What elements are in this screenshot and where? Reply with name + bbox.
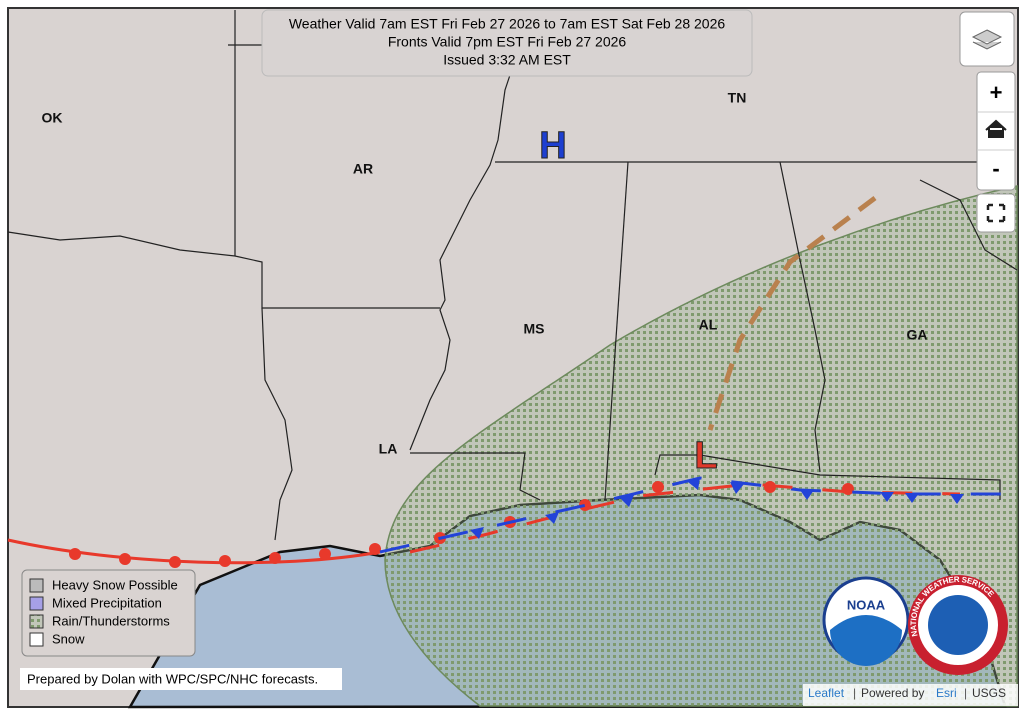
legend-label: Mixed Precipitation [52, 595, 162, 610]
zoom-out[interactable]: - [992, 156, 999, 181]
rain-area [384, 185, 1018, 707]
attribution: Leaflet | Powered by Esri | USGS [808, 686, 1006, 700]
state-label: LA [379, 441, 398, 457]
legend-label: Rain/Thunderstorms [52, 613, 170, 628]
legend-swatch [29, 596, 44, 611]
state-label: TN [728, 90, 747, 106]
state-label: GA [907, 327, 928, 343]
legend-swatch [29, 632, 44, 647]
pressure-center: H [539, 125, 566, 167]
header-line: Issued 3:32 AM EST [443, 52, 571, 68]
home-button[interactable] [985, 119, 1007, 138]
attribution-box [803, 684, 1018, 706]
layers-icon [971, 29, 1003, 50]
noaa-wave [830, 615, 902, 666]
legend [21, 569, 196, 657]
attr-usgs: USGS [972, 686, 1006, 700]
header-line: Fronts Valid 7pm EST Fri Feb 27 2026 [388, 34, 627, 50]
state-label: AR [353, 161, 373, 177]
nws-center [928, 595, 988, 655]
attr-esri[interactable]: Esri [936, 686, 957, 700]
attr-leaflet[interactable]: Leaflet [808, 686, 845, 700]
credit: Prepared by Dolan with WPC/SPC/NHC forec… [27, 671, 318, 686]
attr-text: Powered by [861, 686, 924, 700]
credit-box [20, 668, 342, 690]
warm-front [7, 538, 381, 565]
noaa-text: NOAA [847, 597, 886, 612]
header-line: Weather Valid 7am EST Fri Feb 27 2026 to… [289, 16, 726, 32]
pressure-center: L [694, 435, 717, 477]
fullscreen-button[interactable] [976, 193, 1016, 233]
stationary-front [379, 476, 1017, 554]
zoom-in[interactable]: + [990, 80, 1003, 105]
state-label: AL [699, 317, 718, 333]
labels: OK AR TN MS AL GA LA H L [42, 90, 928, 478]
legend-swatch [29, 614, 44, 629]
warm-front-symbols [69, 481, 854, 568]
legend-label: Heavy Snow Possible [52, 577, 178, 592]
attr-sep: | [853, 686, 856, 700]
front-triangles [470, 478, 964, 539]
legend-swatch [29, 578, 44, 593]
state-label: MS [524, 321, 545, 337]
header-box [261, 9, 753, 77]
attr-sep: | [964, 686, 967, 700]
fullscreen-icon [986, 203, 1006, 223]
legend-label: Snow [52, 631, 85, 646]
state-label: OK [42, 110, 63, 126]
